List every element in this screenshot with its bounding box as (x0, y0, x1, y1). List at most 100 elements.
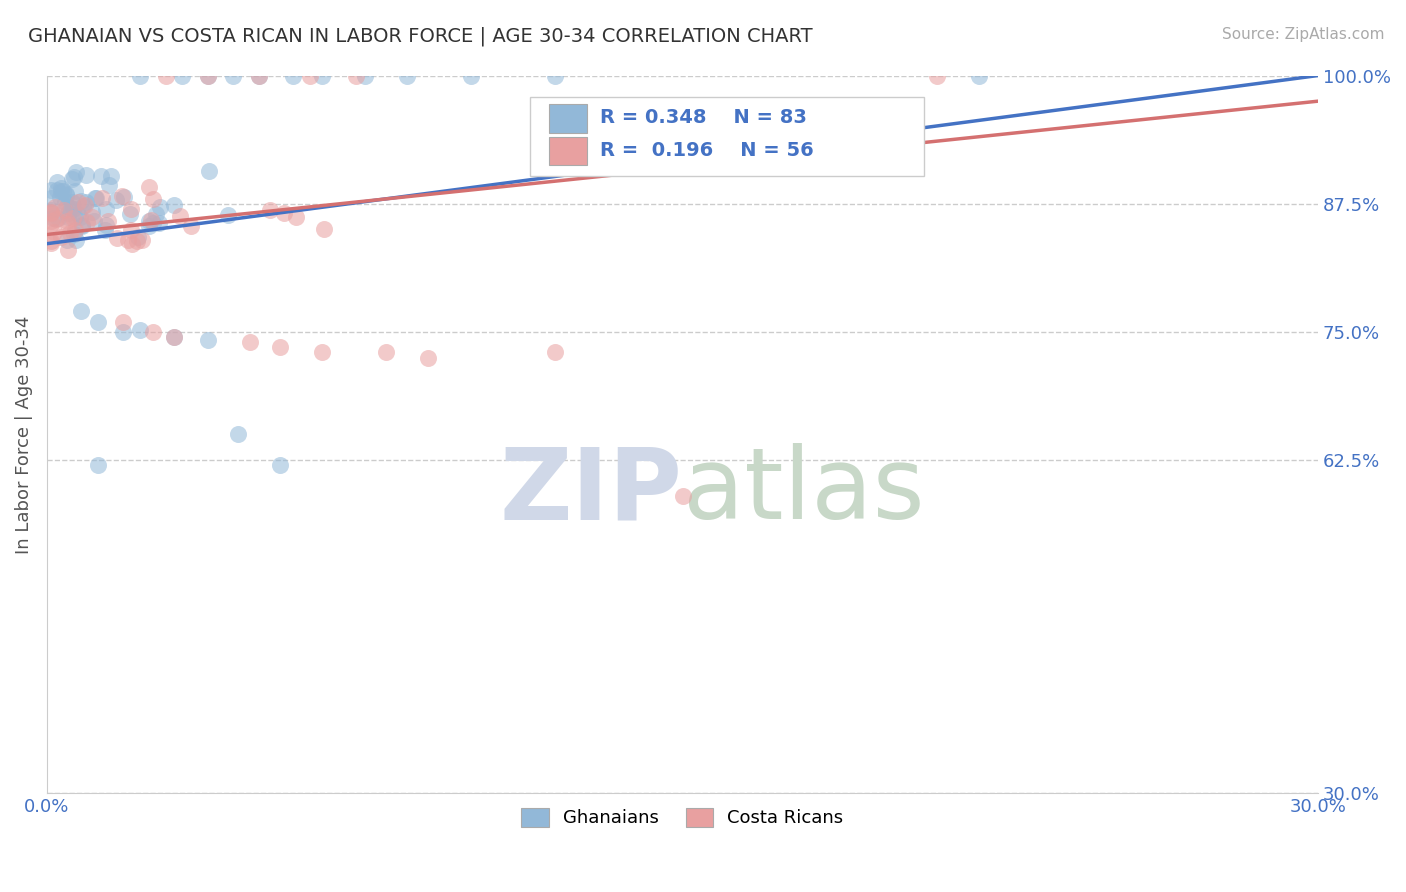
Point (312, 221, 335, 235)
Point (91, 191, 114, 205)
Point (62, 171, 84, 186)
Text: atlas: atlas (682, 443, 924, 541)
Point (65, 184, 87, 198)
Point (62, 202, 84, 216)
Point (60, 202, 83, 216)
Point (311, 69, 333, 83)
Point (45, 211, 67, 226)
Point (87, 315, 110, 329)
Point (544, 69, 567, 83)
Point (83, 214, 105, 228)
Point (544, 345, 567, 359)
Point (247, 69, 270, 83)
Point (44, 200, 66, 214)
Point (142, 192, 165, 206)
Point (112, 315, 135, 329)
Point (39, 214, 62, 228)
Point (56, 210, 79, 224)
Point (39, 235, 62, 250)
Point (138, 213, 160, 227)
Point (460, 69, 482, 83)
Point (72, 199, 94, 213)
Point (49, 190, 72, 204)
Point (46, 175, 69, 189)
Point (56, 217, 79, 231)
Point (55, 233, 77, 247)
Point (285, 211, 308, 225)
Point (75, 168, 97, 182)
Point (67, 195, 90, 210)
Point (72, 218, 94, 232)
Text: R = 0.348    N = 83: R = 0.348 N = 83 (600, 108, 807, 128)
Point (222, 69, 245, 83)
Point (51, 181, 73, 195)
Point (52, 202, 75, 217)
Point (65, 165, 87, 179)
Point (129, 69, 152, 83)
Point (269, 340, 291, 354)
Text: Source: ZipAtlas.com: Source: ZipAtlas.com (1222, 27, 1385, 42)
Point (63, 169, 86, 184)
Point (39, 234, 62, 248)
Text: ZIP: ZIP (499, 443, 682, 541)
Point (56, 206, 79, 220)
Point (239, 335, 262, 350)
Point (149, 200, 172, 214)
Point (44, 225, 66, 239)
Point (111, 189, 134, 203)
Point (75, 194, 97, 209)
Point (117, 233, 139, 247)
Point (104, 193, 127, 207)
Point (138, 179, 160, 194)
Point (84, 191, 107, 205)
Point (62, 227, 84, 241)
Point (56, 214, 79, 228)
Point (39, 191, 62, 205)
Text: R =  0.196    N = 56: R = 0.196 N = 56 (600, 142, 814, 161)
Point (52, 184, 75, 198)
Point (120, 202, 142, 216)
Point (281, 69, 304, 83)
Point (172, 69, 194, 83)
Point (39, 203, 62, 218)
Point (226, 427, 249, 442)
Y-axis label: In Labor Force | Age 30-34: In Labor Force | Age 30-34 (15, 315, 32, 554)
Point (148, 216, 170, 230)
Point (374, 345, 396, 359)
Point (56, 199, 79, 213)
Point (925, 69, 948, 83)
Point (107, 231, 129, 245)
Point (90, 169, 112, 184)
Point (145, 207, 167, 221)
Point (112, 190, 135, 204)
Point (69, 194, 91, 209)
Point (53, 195, 76, 210)
Point (46, 211, 69, 225)
Point (96, 214, 118, 228)
Point (94, 223, 117, 237)
Point (45, 183, 67, 197)
Point (269, 458, 291, 473)
Point (139, 213, 162, 227)
Point (142, 325, 165, 339)
Point (100, 169, 122, 183)
Point (39, 183, 62, 197)
Point (197, 333, 219, 347)
Point (39, 204, 62, 219)
Point (82, 210, 104, 224)
Point (69, 210, 91, 224)
Point (121, 236, 143, 251)
Point (60, 195, 83, 210)
Point (69, 304, 91, 318)
Point (56, 244, 79, 258)
Point (42, 211, 65, 226)
Point (112, 325, 135, 339)
FancyBboxPatch shape (530, 97, 924, 176)
Point (39, 217, 62, 231)
Point (73, 198, 96, 212)
Point (63, 223, 86, 237)
Point (180, 219, 202, 233)
Point (63, 210, 86, 224)
Point (62, 211, 84, 226)
Point (82, 205, 104, 219)
